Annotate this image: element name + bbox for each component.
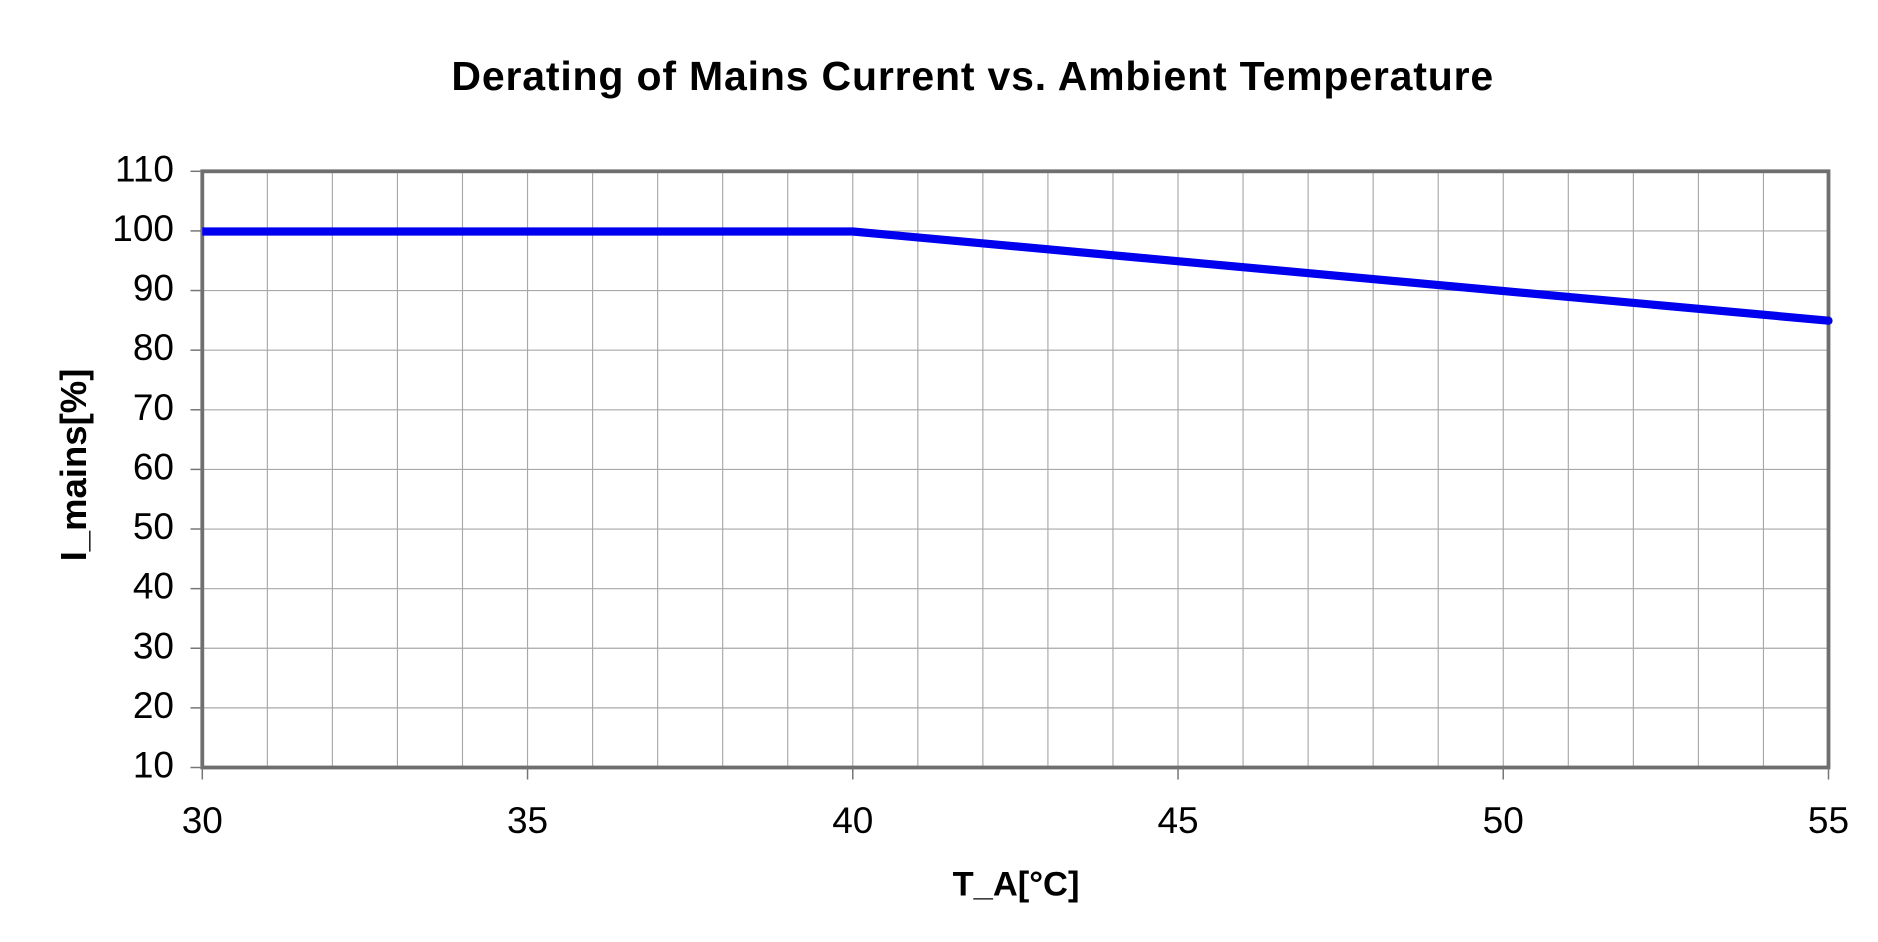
svg-text:90: 90: [133, 268, 174, 309]
svg-text:Derating of Mains Current vs.: Derating of Mains Current vs. Ambient Te…: [451, 53, 1494, 99]
svg-text:30: 30: [133, 625, 174, 666]
svg-text:40: 40: [832, 800, 873, 841]
svg-text:70: 70: [133, 387, 174, 428]
svg-text:110: 110: [115, 148, 174, 189]
svg-text:50: 50: [133, 506, 174, 547]
svg-text:100: 100: [112, 208, 174, 249]
svg-text:80: 80: [133, 327, 174, 368]
svg-text:I_mains[%]: I_mains[%]: [53, 369, 94, 562]
svg-text:35: 35: [507, 800, 548, 841]
svg-text:20: 20: [133, 685, 174, 726]
svg-text:60: 60: [133, 446, 174, 487]
svg-text:45: 45: [1157, 800, 1198, 841]
svg-text:10: 10: [133, 745, 174, 786]
svg-text:T_A[°C]: T_A[°C]: [953, 865, 1080, 903]
svg-text:55: 55: [1808, 800, 1849, 841]
svg-text:50: 50: [1483, 800, 1524, 841]
svg-text:40: 40: [133, 566, 174, 607]
svg-text:30: 30: [182, 800, 223, 841]
